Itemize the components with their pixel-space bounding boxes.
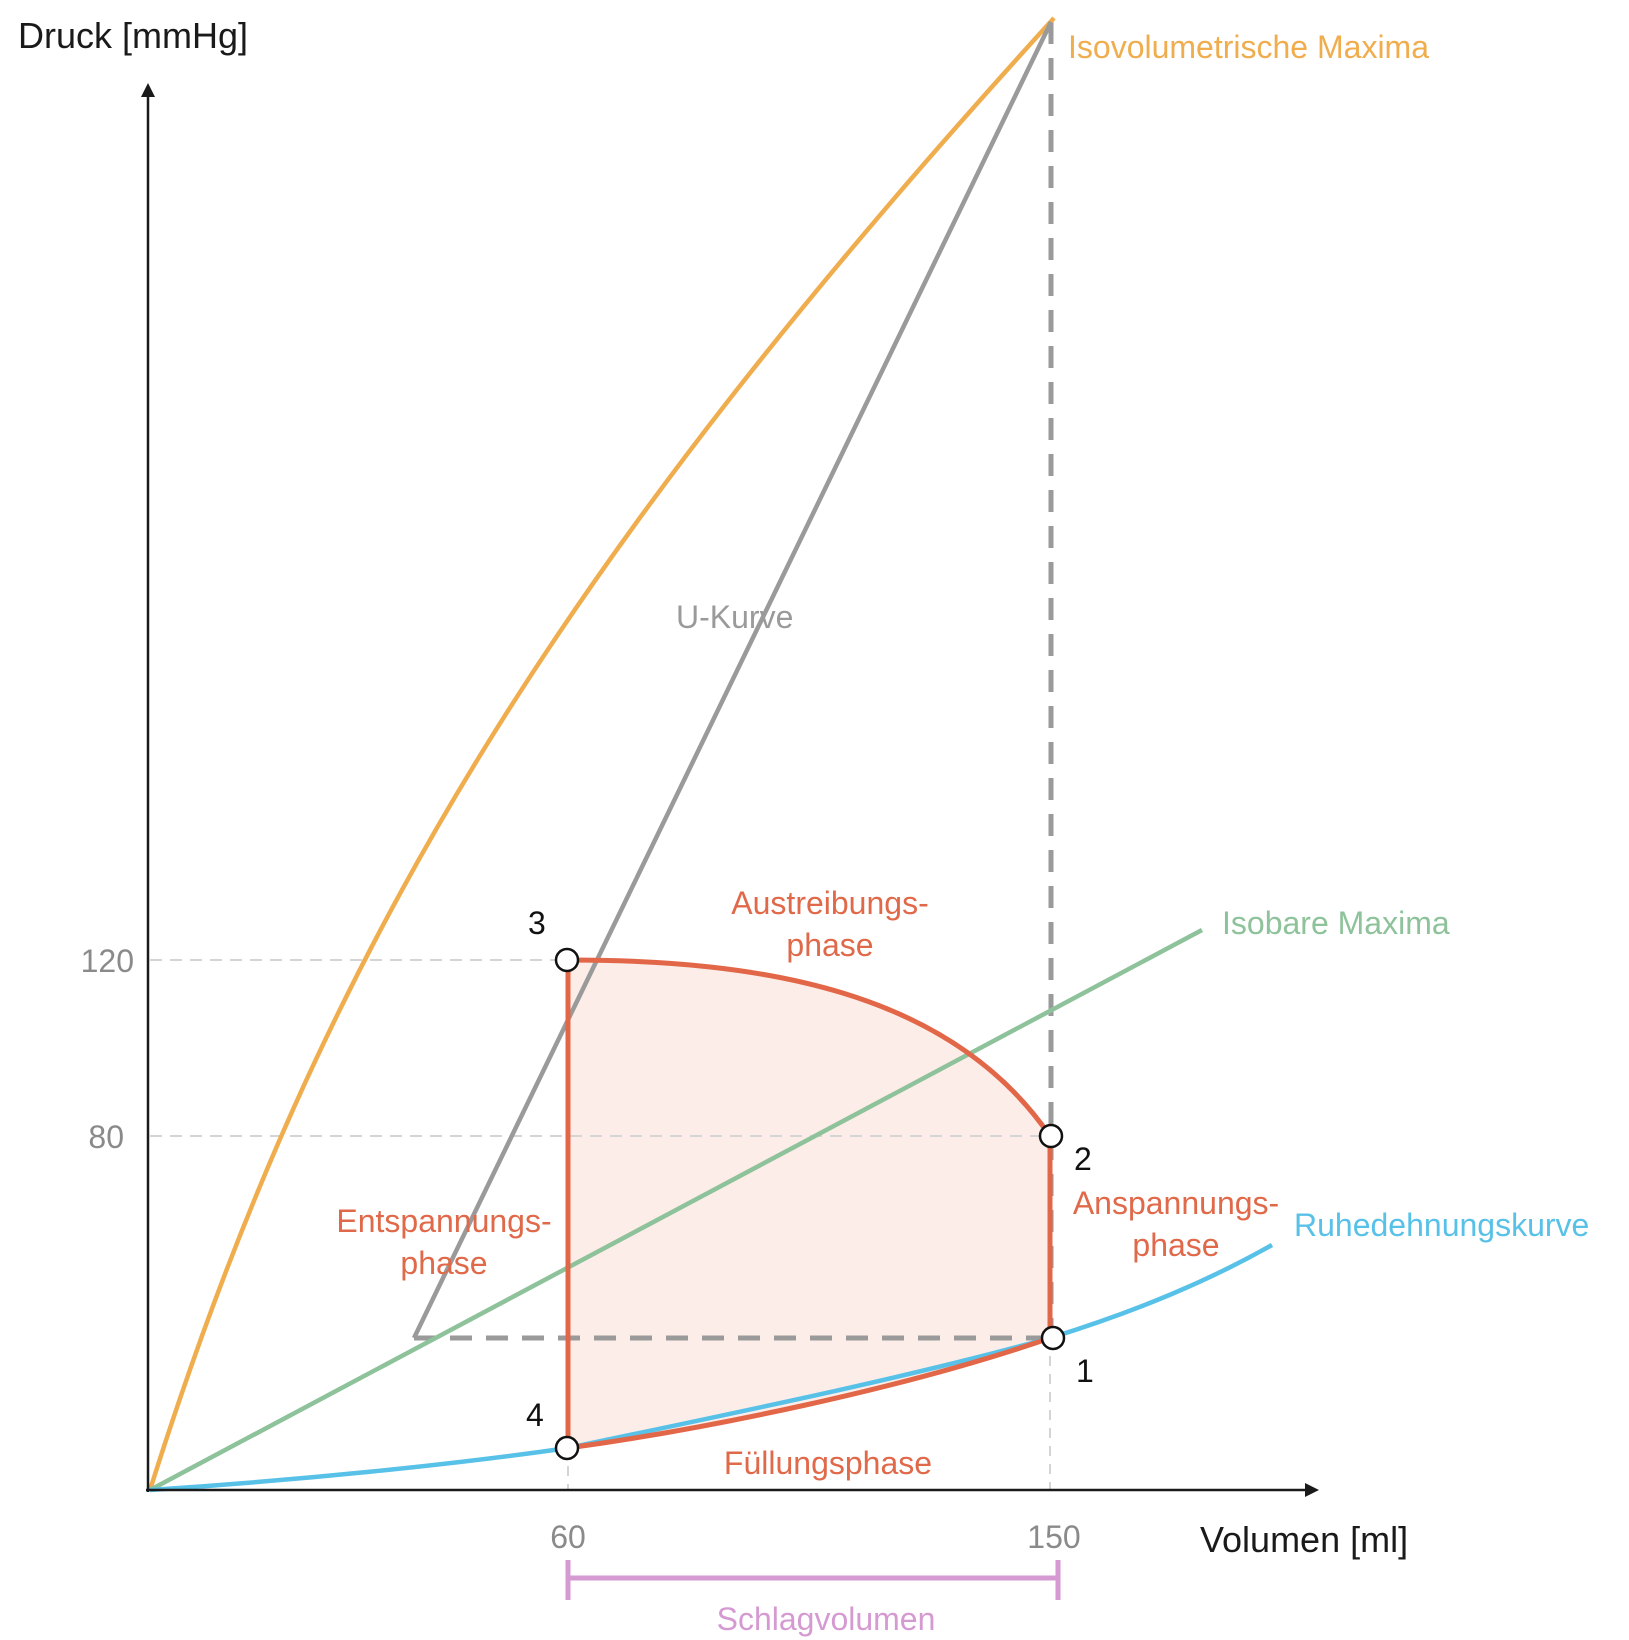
contraction-phase-label-2: phase — [1132, 1227, 1219, 1263]
stroke-volume-bracket — [565, 1560, 1061, 1600]
isovolumetric-label: Isovolumetrische Maxima — [1068, 29, 1429, 65]
u-curve-label: U-Kurve — [676, 599, 793, 635]
ejection-phase-label-1: Austreibungs- — [731, 885, 928, 921]
point-2-marker — [1038, 1123, 1064, 1149]
x-tick-60: 60 — [550, 1519, 586, 1555]
y-axis-title: Druck [mmHg] — [18, 15, 248, 56]
point-3-label: 3 — [528, 905, 546, 941]
y-tick-80: 80 — [88, 1119, 124, 1155]
y-tick-120: 120 — [81, 943, 134, 979]
x-tick-150: 150 — [1027, 1519, 1080, 1555]
resting-stretch-curve — [149, 1243, 1274, 1493]
relaxation-phase-label-2: phase — [400, 1245, 487, 1281]
relaxation-phase-label-1: Entspannungs- — [336, 1203, 551, 1239]
point-3-marker — [554, 947, 580, 973]
point-4-label: 4 — [526, 1397, 544, 1433]
isobaric-maxima-line — [148, 928, 1204, 1492]
contraction-phase-label-1: Anspannungs- — [1073, 1185, 1279, 1221]
resting-label: Ruhedehnungskurve — [1294, 1207, 1589, 1243]
filling-phase-label: Füllungsphase — [724, 1445, 932, 1481]
isovolumetric-maxima-curve — [147, 16, 1056, 1491]
isobaric-label: Isobare Maxima — [1222, 905, 1450, 941]
point-4-marker — [554, 1435, 580, 1461]
x-axis-title: Volumen [ml] — [1200, 1519, 1408, 1560]
ejection-phase-label-2: phase — [786, 927, 873, 963]
point-1-label: 1 — [1076, 1353, 1094, 1389]
point-1-marker — [1040, 1325, 1066, 1351]
u-curve — [411, 21, 1054, 1339]
stroke-volume-label: Schlagvolumen — [717, 1601, 936, 1637]
pv-loop-area — [568, 960, 1050, 1448]
point-2-label: 2 — [1074, 1141, 1092, 1177]
pv-loop-outline — [565, 957, 1053, 1451]
